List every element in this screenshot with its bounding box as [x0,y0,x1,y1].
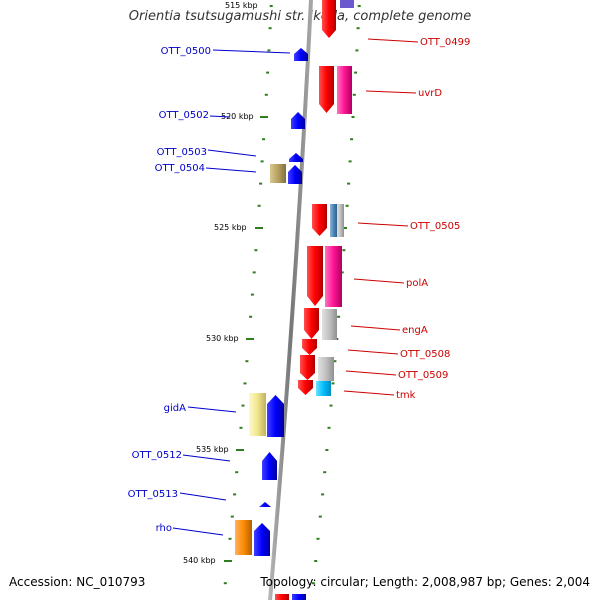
scale-label-535: 535 kbp [196,445,244,454]
scale-label-520-text: 520 kbp [221,112,254,121]
gene-ott0503-arrow[interactable] [289,153,303,162]
gene-tmk-cog [316,381,331,396]
gene-ott0508-arrow[interactable] [302,339,317,355]
gene-label-polA[interactable]: polA [406,278,428,289]
scale-label-535-text: 535 kbp [196,445,229,454]
gene-bottom-blue [292,594,306,600]
map-title: Orientia tsutsugamushi str. Ikeda, compl… [128,9,472,24]
topology-text: Topology: circular; Length: 2,008,987 bp… [260,575,590,589]
gene-ott0500-arrow[interactable] [294,48,308,61]
gene-label-engA[interactable]: engA [402,325,428,336]
gene-label-uvrD[interactable]: uvrD [418,88,442,99]
gene-bottom-red [275,594,289,600]
gene-ott0512-arrow[interactable] [262,452,277,480]
gene-label-ott0512[interactable]: OTT_0512 [132,450,182,461]
scale-label-530-text: 530 kbp [206,334,239,343]
gene-label-rho[interactable]: rho [156,523,172,534]
reverse-gene-labels: OTT_0499 uvrD OTT_0505 polA engA OTT_050… [396,37,470,401]
gene-engA-cog [322,309,337,340]
gene-label-ott0508[interactable]: OTT_0508 [400,349,450,360]
gene-label-tmk[interactable]: tmk [396,390,416,401]
gene-ott0505-cog-b [337,204,344,237]
scale-label-525: 525 kbp [214,223,263,232]
forward-gene-labels: OTT_0500 OTT_0502 OTT_0503 OTT_0504 gidA… [128,46,211,534]
gene-tmk-arrow[interactable] [298,380,313,395]
scale-label-525-text: 525 kbp [214,223,247,232]
gene-ott0509-cog [318,357,334,381]
scale-label-530: 530 kbp [206,334,254,343]
genome-backbone [268,0,313,600]
gene-label-ott0500[interactable]: OTT_0500 [161,46,211,57]
gene-label-gidA[interactable]: gidA [164,403,186,414]
scale-label-515-text: 515 kbp [225,1,258,10]
gene-ott0509-arrow[interactable] [300,355,315,380]
gene-label-ott0505[interactable]: OTT_0505 [410,221,460,232]
gene-rho-cog [235,520,252,555]
gene-ott0502-arrow[interactable] [291,112,305,129]
gene-ott0505-arrow[interactable] [312,204,327,236]
forward-strand-features [235,48,308,600]
gene-ott0499-arrow[interactable] [322,0,336,38]
gene-ott0513-arrow[interactable] [259,502,271,507]
accession-text: Accession: NC_010793 [9,575,146,589]
gene-ott0504-arrow[interactable] [288,165,302,184]
scale-label-520: 520 kbp [221,112,268,121]
gene-label-ott0502[interactable]: OTT_0502 [159,110,209,121]
gene-ott0504-cog [270,164,286,183]
leader-lines [172,38,419,536]
gene-rho-arrow[interactable] [254,523,270,556]
gene-uvrD-arrow[interactable] [319,66,334,113]
gene-engA-arrow[interactable] [304,308,319,339]
left-tick-track [223,5,273,585]
scale-label-540: 540 kbp [183,556,232,565]
scale-label-540-text: 540 kbp [183,556,216,565]
gene-label-ott0504[interactable]: OTT_0504 [155,163,205,174]
gene-polA-cog [325,246,342,307]
gene-polA-arrow[interactable] [307,246,323,306]
gene-label-ott0513[interactable]: OTT_0513 [128,489,178,500]
scale-label-515: 515 kbp [225,1,258,10]
gene-label-ott0499[interactable]: OTT_0499 [420,37,470,48]
gene-uvrD-cog [337,66,352,114]
reverse-strand-features [275,0,354,600]
gene-label-ott0503[interactable]: OTT_0503 [157,147,207,158]
gene-gidA-cog [249,393,266,436]
gene-ott0505-cog [330,204,338,237]
gene-ott0499-cog [340,0,354,8]
gene-label-ott0509[interactable]: OTT_0509 [398,370,448,381]
gene-gidA-arrow[interactable] [267,395,284,437]
